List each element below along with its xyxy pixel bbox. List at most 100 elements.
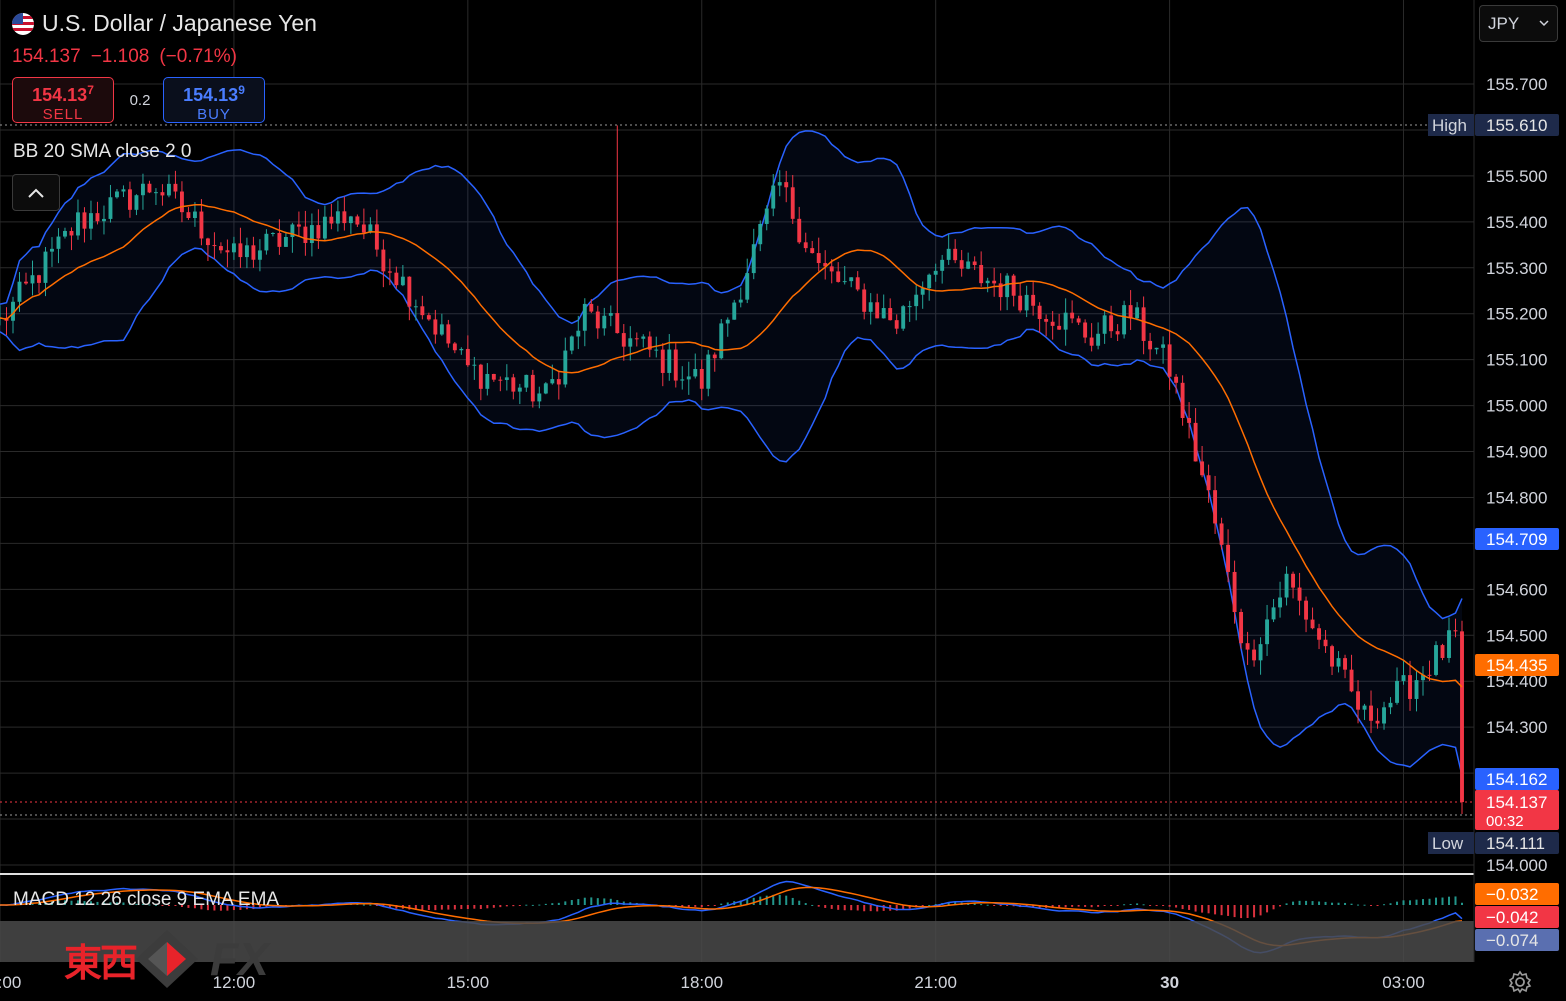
candle-down bbox=[888, 308, 893, 321]
macd-histogram-bar bbox=[850, 905, 853, 911]
macd-histogram-bar bbox=[1441, 897, 1444, 905]
macd-histogram-bar bbox=[934, 904, 937, 906]
macd-signal-tag-bg bbox=[1475, 906, 1559, 928]
candle-down bbox=[205, 238, 210, 246]
macd-histogram-bar bbox=[486, 905, 489, 909]
candle-down bbox=[1317, 628, 1321, 640]
macd-histogram-bar bbox=[1357, 904, 1360, 906]
macd-histogram-bar bbox=[544, 903, 547, 905]
price-axis[interactable]: 155.700 155.500 155.400 155.300 155.200 155.1… bbox=[1428, 75, 1559, 951]
macd-histogram-bar bbox=[122, 902, 125, 905]
candle-down bbox=[433, 319, 438, 335]
macd-histogram-bar bbox=[102, 902, 105, 905]
price-change-pct: (−0.71%) bbox=[159, 46, 237, 67]
macd-histogram-bar bbox=[928, 904, 931, 906]
candle-down bbox=[1349, 669, 1354, 692]
candle-up bbox=[758, 223, 763, 245]
countdown-text: 00:32 bbox=[1486, 813, 1524, 830]
candle-up bbox=[63, 230, 67, 237]
candle-down bbox=[218, 246, 223, 251]
macd-histogram-bar bbox=[1259, 905, 1262, 916]
macd-histogram-bar bbox=[824, 905, 827, 908]
macd-histogram-bar bbox=[1214, 905, 1217, 915]
candle-down bbox=[452, 343, 457, 351]
macd-histogram-bar bbox=[921, 905, 924, 907]
candle-up bbox=[563, 350, 568, 385]
bb-basis-price-tag: 154.435 bbox=[1475, 654, 1559, 676]
candle-down bbox=[1440, 645, 1445, 658]
buy-price: 154.13 bbox=[183, 85, 239, 105]
candle-down bbox=[784, 182, 789, 188]
bb-indicator-label[interactable]: BB 20 SMA close 2 0 bbox=[13, 141, 192, 162]
candle-up bbox=[985, 280, 990, 284]
macd-histogram-bar bbox=[1305, 900, 1308, 905]
candle-up bbox=[11, 301, 15, 321]
high-price-tag-bg bbox=[1475, 114, 1559, 136]
candle-up bbox=[290, 224, 295, 238]
bb-basis-price-tag-bg bbox=[1475, 654, 1559, 676]
candle-up bbox=[17, 281, 22, 302]
candle-down bbox=[1037, 305, 1042, 320]
buy-button[interactable]: 154.139 BUY bbox=[163, 77, 265, 123]
macd-histogram-bar bbox=[219, 905, 222, 911]
macd-histogram-bar bbox=[76, 900, 79, 905]
candle-down bbox=[959, 260, 964, 269]
price-tick-label: 154.600 bbox=[1486, 580, 1547, 599]
candle-down bbox=[199, 211, 204, 239]
macd-histogram-bar bbox=[89, 901, 92, 905]
macd-histogram-bar bbox=[447, 905, 450, 910]
macd-histogram-bar bbox=[700, 905, 703, 908]
low-price-tag: Low 154.111 bbox=[1428, 832, 1559, 854]
macd-histogram-bar bbox=[154, 904, 157, 906]
buy-label: BUY bbox=[197, 106, 231, 123]
candle-down bbox=[1076, 318, 1081, 323]
macd-histogram-bar bbox=[1240, 905, 1243, 919]
macd-histogram-bar bbox=[115, 902, 118, 905]
macd-histogram-bar bbox=[1363, 904, 1366, 906]
macd-histogram-bar bbox=[141, 903, 144, 905]
time-axis[interactable]: 09:0012:0015:0018:0021:003003:0006:0009:… bbox=[0, 973, 1566, 992]
macd-histogram-bar bbox=[817, 905, 820, 907]
collapse-indicators-button[interactable] bbox=[12, 174, 60, 211]
macd-histogram-bar bbox=[1012, 905, 1015, 907]
sell-button[interactable]: 154.137 SELL bbox=[12, 77, 114, 123]
candle-down bbox=[355, 216, 360, 225]
candle-up bbox=[1284, 573, 1289, 598]
sell-label: SELL bbox=[42, 106, 84, 123]
macd-value-tag: −0.032 bbox=[1475, 883, 1559, 905]
candle-up bbox=[517, 387, 522, 392]
macd-histogram-bar bbox=[603, 898, 606, 905]
current-price-tag-bg bbox=[1475, 790, 1559, 830]
brand-logo: 東西 FX bbox=[64, 928, 269, 990]
candle-down bbox=[173, 183, 178, 192]
candle-up bbox=[881, 308, 886, 319]
candle-up bbox=[1154, 347, 1159, 350]
macd-histogram-bar bbox=[265, 905, 268, 908]
bb-basis-line bbox=[0, 203, 1463, 688]
macd-histogram-bar bbox=[1428, 898, 1431, 905]
candle-up bbox=[485, 373, 490, 389]
macd-histogram-bar bbox=[694, 905, 697, 907]
macd-histogram-bar bbox=[128, 903, 131, 905]
candle-up bbox=[608, 313, 613, 316]
candle-up bbox=[1005, 275, 1010, 298]
candle-down bbox=[1252, 649, 1257, 661]
settings-icon[interactable] bbox=[1508, 970, 1532, 994]
candle-up bbox=[1414, 680, 1419, 699]
macd-indicator-label[interactable]: MACD 12 26 close 9 EMA EMA bbox=[13, 889, 280, 910]
candle-down bbox=[1239, 612, 1244, 644]
macd-histogram-bar bbox=[167, 905, 170, 906]
time-tick-label: 21:00 bbox=[914, 973, 957, 992]
candle-up bbox=[771, 185, 776, 209]
candle-up bbox=[102, 218, 106, 222]
candle-down bbox=[790, 187, 795, 219]
candle-down bbox=[95, 213, 100, 222]
currency-select[interactable]: JPY bbox=[1479, 5, 1558, 42]
symbol-title[interactable]: U.S. Dollar / Japanese Yen bbox=[42, 10, 317, 36]
macd-histogram-bar bbox=[395, 905, 398, 909]
price-tick-label: 155.700 bbox=[1486, 75, 1547, 94]
current-price-text: 154.137 bbox=[1486, 793, 1547, 812]
macd-histogram-bar bbox=[213, 905, 216, 911]
candle-down bbox=[1206, 475, 1211, 491]
